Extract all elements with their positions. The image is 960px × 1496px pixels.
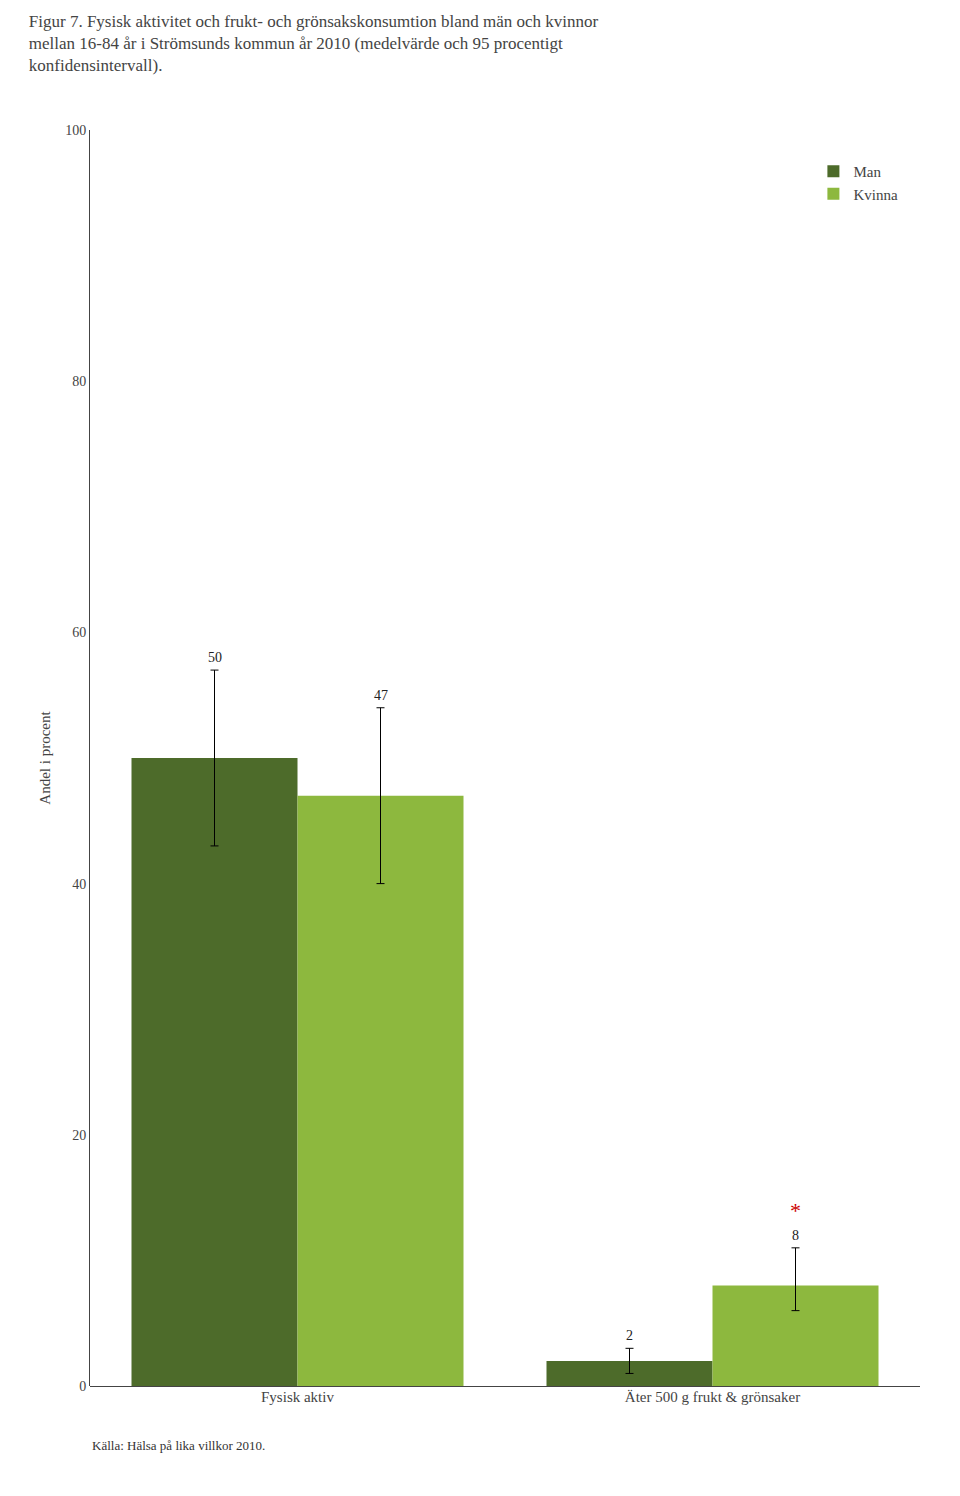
svg-text:Källa: Hälsa på lika villkor 2: Källa: Hälsa på lika villkor 2010. [92, 1438, 265, 1453]
svg-text:Man: Man [853, 164, 881, 180]
svg-text:Kvinna: Kvinna [853, 187, 898, 203]
svg-text:60: 60 [72, 625, 86, 640]
svg-text:Andel i procent: Andel i procent [37, 711, 53, 805]
svg-text:20: 20 [72, 1128, 86, 1143]
svg-text:Äter 500 g frukt & grönsaker: Äter 500 g frukt & grönsaker [625, 1389, 800, 1405]
svg-text:Fysisk aktiv: Fysisk aktiv [261, 1389, 334, 1405]
svg-text:8: 8 [792, 1228, 799, 1243]
svg-text:47: 47 [374, 688, 388, 703]
svg-text:50: 50 [208, 650, 222, 665]
svg-text:0: 0 [79, 1379, 86, 1394]
svg-text:*: * [790, 1198, 801, 1223]
svg-text:80: 80 [72, 374, 86, 389]
svg-text:100: 100 [65, 123, 86, 138]
svg-text:2: 2 [626, 1328, 633, 1343]
svg-text:Figur 7. Fysisk aktivitet och: Figur 7. Fysisk aktivitet och frukt- och… [29, 12, 599, 75]
svg-text:40: 40 [72, 877, 86, 892]
